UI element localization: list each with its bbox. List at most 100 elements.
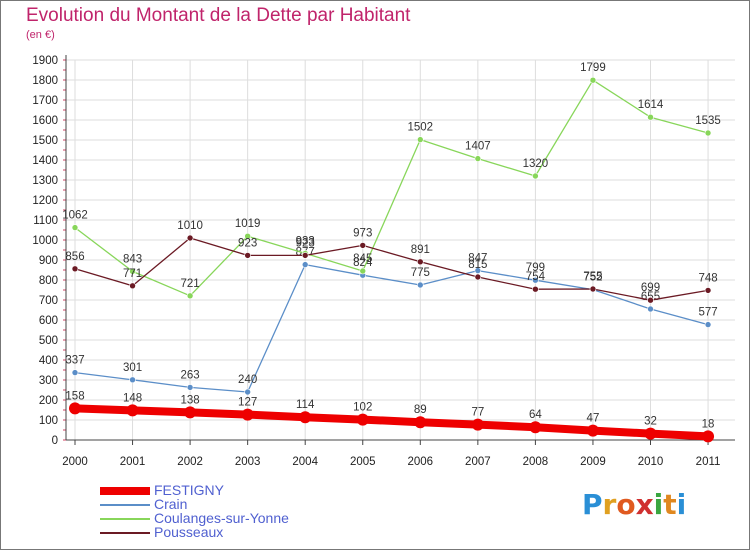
data-point bbox=[586, 424, 599, 437]
data-label: 973 bbox=[353, 227, 372, 239]
x-tick-label: 2005 bbox=[350, 456, 376, 468]
data-label: 1502 bbox=[408, 122, 434, 134]
data-label: 752 bbox=[583, 272, 602, 284]
x-tick-label: 2002 bbox=[177, 456, 203, 468]
data-label: 47 bbox=[587, 413, 600, 425]
data-label: 748 bbox=[698, 272, 717, 284]
y-tick-label: 300 bbox=[39, 375, 58, 387]
data-label: 1799 bbox=[580, 62, 606, 74]
y-tick-label: 700 bbox=[39, 295, 58, 307]
data-label: 754 bbox=[526, 271, 546, 283]
logo-letter: r bbox=[602, 488, 617, 521]
logo-letter: i bbox=[653, 488, 664, 521]
legend-item: Pousseaux bbox=[100, 524, 380, 540]
data-label: 815 bbox=[468, 259, 487, 271]
data-point bbox=[474, 155, 482, 162]
data-label: 577 bbox=[698, 307, 717, 319]
data-label: 699 bbox=[641, 282, 660, 294]
data-point bbox=[589, 285, 597, 293]
data-label: 771 bbox=[123, 268, 142, 280]
y-tick-label: 0 bbox=[52, 435, 58, 447]
logo-letter: t bbox=[663, 488, 677, 521]
data-label: 148 bbox=[123, 392, 142, 404]
y-tick-label: 1400 bbox=[32, 155, 58, 167]
data-label: 114 bbox=[296, 399, 315, 411]
data-point bbox=[71, 265, 79, 273]
series-line-pousseaux bbox=[74, 237, 709, 301]
data-point bbox=[301, 252, 309, 259]
data-point bbox=[244, 388, 251, 396]
legend-item: Crain bbox=[100, 496, 380, 512]
data-point bbox=[644, 427, 657, 440]
logo-letter: x bbox=[635, 488, 654, 521]
data-point bbox=[129, 376, 136, 384]
data-label: 18 bbox=[702, 418, 715, 430]
legend: FESTIGNY Crain Coulanges-sur-Yonne Pousseau… bbox=[100, 482, 380, 540]
y-tick-label: 800 bbox=[39, 275, 58, 287]
data-point bbox=[186, 384, 194, 391]
legend-swatch bbox=[100, 518, 150, 520]
data-label: 102 bbox=[353, 402, 372, 414]
data-point bbox=[532, 172, 539, 180]
data-label: 337 bbox=[65, 355, 84, 367]
x-tick-label: 2000 bbox=[62, 456, 88, 468]
data-label: 755 bbox=[583, 271, 602, 283]
data-point bbox=[647, 305, 654, 313]
data-label: 847 bbox=[468, 253, 487, 265]
data-point bbox=[71, 224, 79, 231]
proxiti-logo: Proxiti bbox=[582, 488, 692, 528]
data-point bbox=[126, 404, 139, 417]
data-point bbox=[129, 268, 136, 275]
y-tick-label: 900 bbox=[39, 255, 58, 267]
legend-swatch bbox=[100, 504, 150, 506]
data-label: 775 bbox=[411, 267, 430, 279]
data-label: 1019 bbox=[235, 218, 261, 230]
data-point bbox=[474, 267, 482, 274]
logo-letter: i bbox=[676, 488, 687, 521]
data-point bbox=[299, 411, 312, 424]
data-point bbox=[359, 267, 367, 275]
x-tick-label: 2004 bbox=[292, 456, 318, 468]
data-point bbox=[301, 261, 309, 268]
data-label: 891 bbox=[411, 244, 430, 256]
data-label: 721 bbox=[181, 278, 200, 290]
y-tick-label: 1300 bbox=[32, 175, 58, 187]
data-point bbox=[474, 273, 482, 281]
data-point bbox=[702, 430, 715, 443]
data-point bbox=[416, 136, 424, 143]
y-tick-label: 1700 bbox=[32, 95, 58, 107]
data-point bbox=[704, 321, 712, 328]
data-label: 263 bbox=[181, 369, 200, 381]
data-label: 923 bbox=[296, 237, 315, 249]
data-label: 158 bbox=[65, 390, 84, 402]
data-point bbox=[244, 232, 251, 240]
data-point bbox=[529, 421, 542, 434]
y-tick-label: 1900 bbox=[32, 55, 58, 67]
data-label: 1320 bbox=[523, 158, 549, 170]
logo-letter: P bbox=[582, 488, 603, 521]
x-tick-label: 2011 bbox=[696, 456, 721, 468]
data-point bbox=[532, 285, 539, 293]
x-tick-label: 2009 bbox=[580, 456, 606, 468]
data-label: 89 bbox=[414, 404, 427, 416]
data-point bbox=[647, 113, 654, 121]
data-point bbox=[241, 408, 254, 421]
data-point bbox=[471, 418, 484, 431]
data-point bbox=[356, 413, 369, 426]
y-tick-label: 1100 bbox=[33, 215, 58, 227]
data-label: 1010 bbox=[177, 220, 203, 232]
data-label: 301 bbox=[123, 362, 142, 374]
y-tick-label: 1800 bbox=[32, 75, 58, 87]
y-tick-label: 100 bbox=[39, 415, 58, 427]
data-point bbox=[69, 402, 81, 415]
data-point bbox=[184, 406, 197, 419]
legend-swatch bbox=[100, 487, 150, 495]
data-point bbox=[704, 287, 712, 294]
data-point bbox=[416, 281, 424, 289]
data-point bbox=[186, 234, 194, 242]
series-line-coulanges-sur-yonne bbox=[74, 79, 709, 297]
data-label: 1535 bbox=[695, 115, 721, 127]
data-point bbox=[532, 276, 539, 284]
legend-label: Pousseaux bbox=[154, 524, 224, 540]
legend-item: FESTIGNY bbox=[100, 482, 380, 498]
